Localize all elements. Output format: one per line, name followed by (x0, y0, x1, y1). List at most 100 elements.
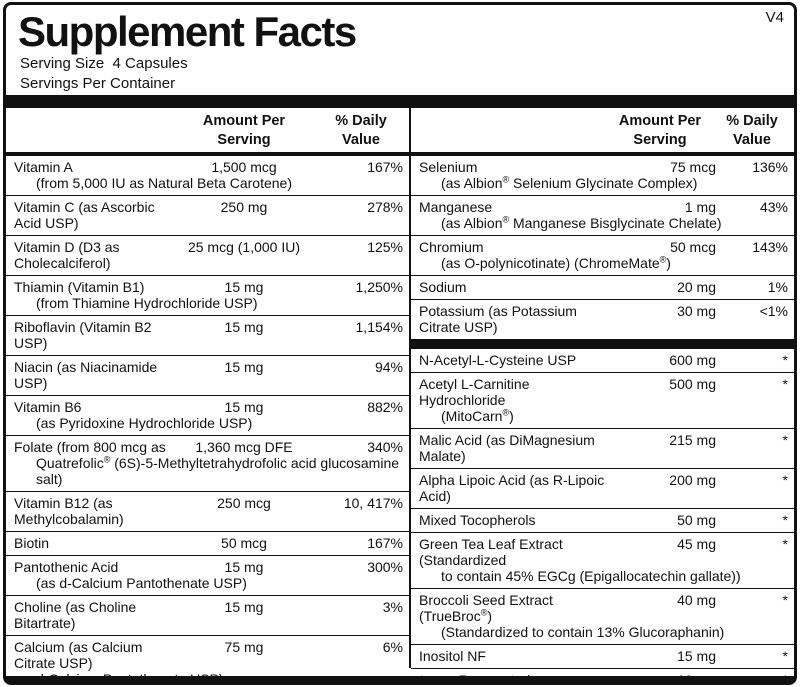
daily-value-percent: * (782, 376, 788, 393)
ingredient-name: Inositol NF (419, 648, 486, 665)
row-main-line: Vitamin B12 (as Methylcobalamin) 250 mcg 1… (6, 495, 409, 527)
table-row: Manganese 1 mg 43% (as Albion® Manganese Bi… (411, 196, 794, 236)
ingredient-name: Acetyl L-Carnitine Hydrochloride (419, 376, 530, 409)
daily-value-percent: 43% (759, 199, 788, 216)
ingredient-name-continuation: Quatrefolic® (6S)-5-Methyltetrahydrofoli… (36, 454, 400, 488)
row-main-line: Alpha Lipoic Acid (as R-Lipoic Acid) 200 … (411, 472, 794, 504)
table-row: Sodium 20 mg 1% (411, 276, 794, 300)
table-row: Choline (as Choline Bitartrate) 15 mg 3% (6, 596, 409, 636)
row-main-line: Pantothenic Acid 15 mg 300% (6, 559, 409, 575)
daily-value-percent: * (782, 672, 788, 685)
registered-trademark-mark: ® (103, 454, 111, 465)
registered-trademark-mark: ® (659, 254, 667, 265)
facts-columns: Amount Per Serving % Daily Value Vitamin… (6, 108, 794, 676)
daily-value-percent: 340% (367, 439, 403, 456)
row-main-line: Biotin 50 mcg 167% (6, 535, 409, 551)
amount-per-serving-value: 15 mg (224, 319, 264, 336)
table-row: Broccoli Seed Extract (TrueBroc®) 40 mg * (… (411, 589, 794, 645)
page-title: Supplement Facts (18, 8, 357, 55)
supplement-facts-label: Supplement Facts V4 Serving Size 4 Capsu… (3, 2, 797, 685)
column-right-header: Amount Per Serving % Daily Value (411, 108, 794, 156)
row-main-line: Vitamin A 1,500 mcg 167% (6, 159, 409, 175)
ingredient-name: Vitamin A (14, 159, 73, 176)
ingredient-name-continuation: (as O-polynicotinate) (ChromeMate®) (441, 254, 671, 272)
ingredient-name: N-Acetyl-L-Cysteine USP (419, 352, 577, 369)
column-left: Amount Per Serving % Daily Value Vitamin… (6, 108, 409, 676)
ingredient-name: Selenium (419, 159, 478, 176)
row-main-line: trans -Resveratrol 10 mg * (411, 672, 794, 685)
row-main-line: Vitamin C (as Ascorbic Acid USP) 250 mg 27… (6, 199, 409, 231)
daily-value-percent: 167% (367, 159, 403, 176)
daily-value-header: % Daily Value (335, 113, 387, 148)
amount-per-serving-header: Amount Per Serving (202, 113, 286, 148)
amount-per-serving-value: 50 mg (677, 512, 716, 529)
row-main-line: Malic Acid (as DiMagnesium Malate) 215 mg… (411, 432, 794, 464)
top-divider-bar (6, 95, 794, 109)
amount-per-serving-value: 15 mg (224, 359, 264, 376)
daily-value-percent: * (782, 536, 788, 553)
ingredient-name-continuation: (MitoCarn®) (441, 407, 514, 425)
amount-per-serving-value: 250 mg (220, 199, 268, 216)
serving-size-line: Serving Size 4 Capsules (20, 54, 188, 72)
row-main-line: Inositol NF 15 mg * (411, 648, 794, 664)
ingredient-name: Calcium (as Calcium Citrate USP) (14, 639, 143, 672)
table-row: Selenium 75 mcg 136% (as Albion® Selenium G… (411, 156, 794, 196)
amount-per-serving-value: 50 mcg (221, 535, 267, 552)
row-main-line: Green Tea Leaf Extract (Standardized 45 m… (411, 536, 794, 568)
daily-value-percent: * (782, 432, 788, 449)
row-main-line: Selenium 75 mcg 136% (411, 159, 794, 175)
ingredient-name: Chromium (419, 239, 484, 256)
amount-per-serving-value: 15 mg (677, 648, 716, 665)
table-row: Pantothenic Acid 15 mg 300% (as d-Calcium P… (6, 556, 409, 596)
daily-value-percent: 143% (752, 239, 788, 256)
table-row: Mixed Tocopherols 50 mg * (411, 509, 794, 533)
amount-per-serving-value: 1,500 mcg (211, 159, 277, 176)
amount-per-serving-value: 15 mg (224, 559, 264, 576)
daily-value-percent: * (782, 472, 788, 489)
ingredient-name: Potassium (as Potassium Citrate USP) (419, 303, 577, 336)
registered-trademark-mark: ® (502, 214, 510, 225)
ingredient-name: Vitamin C (as Ascorbic Acid USP) (14, 199, 155, 232)
daily-value-percent: 882% (367, 399, 403, 416)
column-right: Amount Per Serving % Daily Value Seleniu… (411, 108, 794, 676)
column-right-rows: Selenium 75 mcg 136% (as Albion® Selenium G… (411, 156, 794, 685)
ingredient-name: Mixed Tocopherols (419, 512, 536, 529)
row-main-line: Potassium (as Potassium Citrate USP) 30 m… (411, 303, 794, 335)
amount-per-serving-value: 45 mg (677, 536, 716, 553)
daily-value-percent: 1,154% (355, 319, 403, 336)
daily-value-percent: 10, 417% (343, 495, 403, 512)
amount-per-serving-value: 1,360 mcg DFE (195, 439, 293, 456)
ingredient-name: Pantothenic Acid (14, 559, 119, 576)
amount-per-serving-value: 20 mg (677, 279, 716, 296)
servings-per-container-line: Servings Per Container (20, 74, 176, 92)
ingredient-name: Riboflavin (Vitamin B2 USP) (14, 319, 152, 352)
table-row: N-Acetyl-L-Cysteine USP 600 mg * (411, 349, 794, 373)
amount-per-serving-value: 250 mcg (217, 495, 271, 512)
table-row: Niacin (as Niacinamide USP) 15 mg 94% (6, 356, 409, 396)
ingredient-name-continuation: (as Pyridoxine Hydrochloride USP) (36, 415, 253, 432)
vertical-divider (409, 108, 411, 669)
amount-per-serving-value: 75 mg (224, 639, 264, 656)
registered-trademark-mark: ® (480, 607, 488, 618)
table-row: Riboflavin (Vitamin B2 USP) 15 mg 1,154% (6, 316, 409, 356)
ingredient-name: Green Tea Leaf Extract (Standardized (419, 536, 563, 569)
amount-per-serving-value: 25 mcg (1,000 IU) (187, 239, 301, 256)
row-main-line: Niacin (as Niacinamide USP) 15 mg 94% (6, 359, 409, 391)
daily-value-percent: * (782, 592, 788, 609)
amount-per-serving-value: 500 mg (669, 376, 716, 393)
table-row: Vitamin A 1,500 mcg 167% (from 5,000 IU as … (6, 156, 409, 196)
ingredient-name: Manganese (419, 199, 493, 216)
row-main-line: Choline (as Choline Bitartrate) 15 mg 3% (6, 599, 409, 631)
row-main-line: Mixed Tocopherols 50 mg * (411, 512, 794, 528)
table-row: Thiamin (Vitamin B1) 15 mg 1,250% (from Thi… (6, 276, 409, 316)
registered-trademark-mark: ® (502, 407, 510, 418)
amount-per-serving-value: 600 mg (669, 352, 716, 369)
table-row: Potassium (as Potassium Citrate USP) 30 m… (411, 300, 794, 339)
ingredient-name: Alpha Lipoic Acid (as R-Lipoic Acid) (419, 472, 605, 505)
ingredient-name: Choline (as Choline Bitartrate) (14, 599, 137, 632)
table-row: Chromium 50 mcg 143% (as O-polynicotinate) … (411, 236, 794, 276)
row-main-line: Sodium 20 mg 1% (411, 279, 794, 295)
row-main-line: Chromium 50 mcg 143% (411, 239, 794, 255)
table-row: Calcium (as Calcium Citrate USP) 75 mg 6% d… (6, 636, 409, 676)
amount-per-serving-value: 15 mg (224, 279, 264, 296)
